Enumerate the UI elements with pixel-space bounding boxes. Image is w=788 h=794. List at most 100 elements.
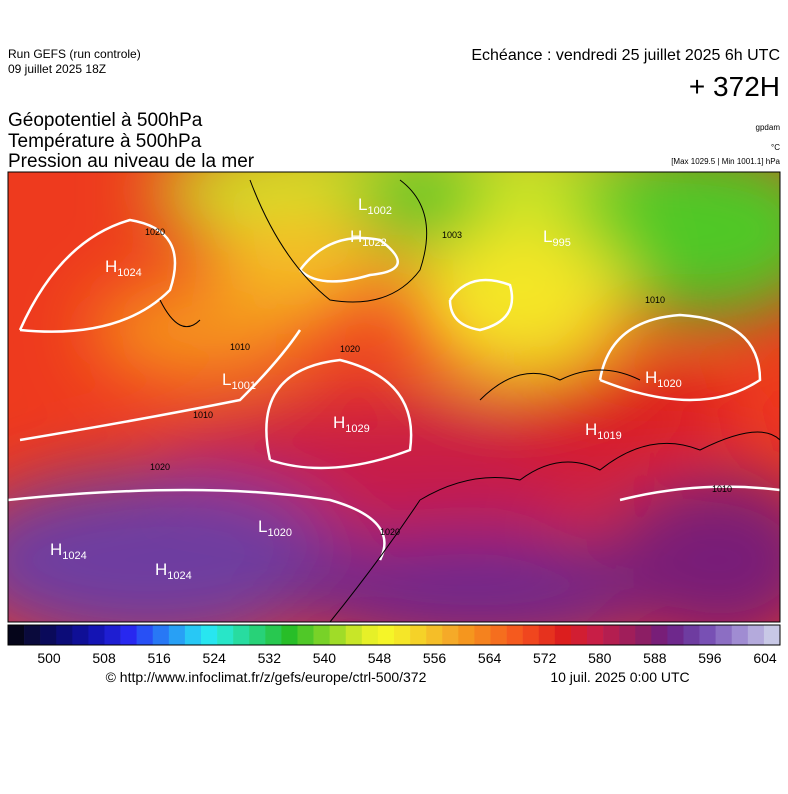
colorbar-swatch (184, 625, 202, 645)
pressure-center: L1020 (258, 517, 292, 539)
colorbar-swatch (474, 625, 491, 645)
title: Pression au niveau de la mer (8, 151, 255, 172)
run: Run GEFS (run controle) (8, 47, 141, 61)
issued: 10 juil. 2025 0:00 UTC (550, 669, 689, 685)
isobar-label: 1020 (150, 462, 170, 472)
center-value: 1019 (597, 430, 621, 442)
colorbar-swatch (635, 625, 652, 645)
colorbar-swatch (538, 625, 556, 645)
colorbar-tick-label: 588 (643, 650, 667, 666)
coastline (159, 179, 780, 622)
isobar-label: 1010 (230, 342, 250, 352)
colorbar-swatch (522, 625, 540, 645)
center-value: 1020 (267, 527, 291, 539)
run-date: 09 juillet 2025 18Z (8, 62, 106, 76)
colorbar-swatch (458, 625, 475, 645)
colorbar-swatch (217, 625, 234, 645)
colorbar-swatch (667, 625, 684, 645)
pressure-center: L995 (543, 227, 571, 249)
pressure-center: H1019 (585, 420, 622, 442)
center-value: 1029 (345, 423, 369, 435)
center-value: 1002 (367, 205, 391, 217)
center-value: 1024 (62, 550, 86, 562)
colorbar-tick-label: 556 (423, 650, 447, 666)
colorbar-swatch (249, 625, 266, 645)
center-value: 1024 (117, 267, 141, 279)
pressure-center: H1020 (645, 368, 682, 390)
colorbar-swatch (329, 625, 347, 645)
pressure-center: H1029 (333, 413, 370, 435)
center-kind: H (350, 227, 362, 246)
pressure-center: L1002 (358, 195, 392, 217)
colorbar-swatch (651, 625, 668, 645)
colorbar-swatch (24, 625, 41, 645)
colorbar-tick-label: 548 (368, 650, 392, 666)
colorbar-swatch (201, 625, 218, 645)
center-kind: L (258, 517, 267, 536)
colorbar-swatch (587, 625, 604, 645)
colorbar-swatch (570, 625, 588, 645)
colorbar-swatch (442, 625, 459, 645)
colorbar-tick-label: 532 (258, 650, 282, 666)
colorbar-swatch (168, 625, 186, 645)
title: Température à 500hPa (8, 131, 202, 152)
colorbar-swatch (506, 625, 523, 645)
colorbar-tick-label: 564 (478, 650, 502, 666)
colorbar-swatch (410, 625, 427, 645)
colorbar-swatch (265, 625, 282, 645)
valid-time: Echéance : vendredi 25 juillet 2025 6h U… (471, 47, 780, 64)
colorbar-swatch (233, 625, 250, 645)
pressure-center: H1024 (105, 257, 142, 279)
colorbar-frame (7, 624, 781, 646)
source: © http://www.infoclimat.fr/z/gefs/europe… (106, 669, 427, 685)
isobar-label: 1010 (645, 295, 665, 305)
colorbar-tick-label: 516 (147, 650, 171, 666)
center-kind: H (585, 420, 597, 439)
colorbar-swatch (490, 625, 507, 645)
unit: [Max 1029.5 | Min 1001.1] hPa (671, 157, 780, 166)
colorbar-tick-label: 508 (92, 650, 116, 666)
center-value: 1001 (231, 380, 255, 392)
colorbar-swatch (8, 625, 25, 645)
map-frame (7, 171, 781, 623)
colorbar-swatch (361, 625, 379, 645)
pressure-center: L1001 (222, 370, 256, 392)
colorbar-swatch (297, 625, 314, 645)
center-kind: H (645, 368, 657, 387)
colorbar-swatch (345, 625, 363, 645)
lead-time: + 372H (689, 71, 780, 102)
colorbar-swatch (619, 625, 636, 645)
isobar-label: 1020 (380, 527, 400, 537)
center-kind: L (222, 370, 231, 389)
center-kind: H (50, 540, 62, 559)
colorbar-swatch (88, 625, 105, 645)
colorbar-swatch (313, 625, 330, 645)
center-value: 1020 (657, 378, 681, 390)
colorbar-swatch (603, 625, 620, 645)
colorbar-swatch (56, 625, 73, 645)
center-kind: H (105, 257, 117, 276)
center-kind: L (358, 195, 367, 214)
colorbar-tick-label: 572 (533, 650, 557, 666)
colorbar-swatch (763, 625, 781, 645)
title: Géopotentiel à 500hPa (8, 110, 203, 131)
colorbar-swatch (715, 625, 733, 645)
colorbar-swatch (747, 625, 765, 645)
pressure-center: H1022 (350, 227, 387, 249)
isobars (8, 218, 780, 561)
center-value: 995 (552, 237, 570, 249)
colorbar-tick-label: 596 (698, 650, 722, 666)
center-kind: H (333, 413, 345, 432)
unit: °C (771, 143, 780, 152)
center-value: 1022 (362, 237, 386, 249)
colorbar-tick-label: 540 (313, 650, 337, 666)
colorbar-swatch (377, 625, 395, 645)
colorbar-swatch (554, 625, 572, 645)
colorbar-swatch (731, 625, 749, 645)
colorbar-swatch (136, 625, 154, 645)
colorbar-swatch (104, 625, 121, 645)
center-value: 1024 (167, 570, 191, 582)
